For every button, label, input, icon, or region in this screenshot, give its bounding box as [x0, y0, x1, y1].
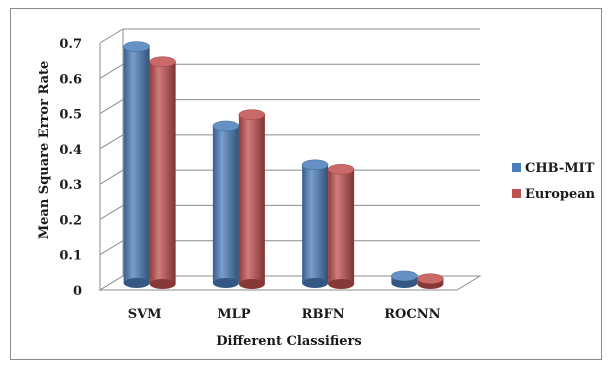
bar-top [212, 120, 240, 132]
gridline-side [99, 240, 124, 256]
bar-chb-mit-svm [123, 41, 150, 288]
bar-chb-mit-rocnn [391, 270, 418, 288]
y-tick-label: 0.5 [59, 108, 82, 123]
legend-item: European [512, 187, 596, 202]
bar-european-rbfn [327, 164, 355, 289]
x-category-label: SVM [128, 307, 162, 322]
bar-base [328, 279, 355, 289]
bar-european-rocnn [417, 273, 444, 289]
bar-top [238, 109, 266, 120]
x-axis-title: Different Classifiers [216, 334, 361, 349]
legend-item: CHB-MIT [512, 161, 595, 176]
gridline-side [99, 134, 124, 150]
bar-top [301, 159, 329, 171]
bar-base [123, 278, 150, 288]
bar-base [149, 279, 176, 289]
x-category-label: ROCNN [384, 307, 440, 322]
bar-body [302, 164, 329, 283]
bar-body [328, 169, 355, 284]
gridline-side [99, 99, 124, 114]
y-tick-label: 0.6 [59, 72, 82, 87]
bar-european-mlp [238, 109, 266, 289]
y-tick-label: 0 [73, 284, 82, 299]
y-tick-label: 0.2 [59, 213, 82, 228]
bar-body [149, 61, 176, 285]
y-tick-label: 0.7 [59, 37, 82, 52]
bar-chb-mit-mlp [212, 120, 240, 288]
bar-european-svm [149, 56, 176, 289]
y-tick-labels: 0 0.1 0.2 0.3 0.4 0.5 0.6 0.7 [59, 37, 82, 299]
bar-chb-mit-rbfn [301, 159, 329, 288]
bar-body [238, 114, 265, 284]
bar-base [238, 279, 265, 289]
bar-top [123, 41, 150, 52]
legend-swatch [512, 163, 521, 172]
bar-top [327, 164, 355, 175]
bar-base [302, 278, 329, 288]
gridline-side [99, 63, 124, 79]
y-axis-title: Mean Square Error Rate [37, 61, 52, 240]
gridline-side [99, 205, 124, 220]
y-tick-label: 0.1 [59, 249, 82, 264]
bar-top [149, 56, 176, 67]
legend-swatch [512, 189, 521, 198]
bar-body [123, 46, 150, 284]
x-category-label: MLP [217, 307, 251, 322]
y-tick-label: 0.4 [59, 143, 82, 158]
bar-top [417, 273, 444, 284]
floor-plane [98, 275, 482, 291]
bar-top [391, 270, 418, 282]
bar-base [212, 278, 239, 288]
chart-floor [98, 275, 482, 291]
legend-label: European [525, 187, 596, 202]
gridline-side [99, 169, 124, 185]
legend: CHB-MIT European [512, 161, 596, 202]
y-tick-label: 0.3 [59, 178, 82, 193]
gridline-side [99, 28, 124, 44]
bars [123, 41, 444, 289]
x-category-labels: SVM MLP RBFN ROCNN [128, 307, 441, 322]
x-category-label: RBFN [302, 307, 345, 322]
legend-label: CHB-MIT [525, 161, 595, 176]
bar-body [212, 125, 239, 283]
